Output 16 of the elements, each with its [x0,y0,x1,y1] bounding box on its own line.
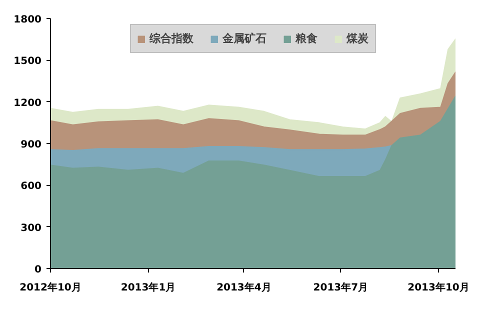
y-tick-label: 1800 [14,14,42,26]
y-tick-label: 1500 [14,56,42,68]
y-tick-label: 0 [34,264,42,276]
x-tick-label: 2013年10月 [408,282,470,294]
x-tick-label: 2012年10月 [20,282,82,294]
legend-label: 煤炭 [346,31,368,46]
x-tick-label: 2013年4月 [216,282,272,294]
legend-label: 粮食 [296,31,318,46]
x-tick-label: 2013年1月 [120,282,176,294]
y-tick-label: 900 [20,140,42,150]
y-tick-label: 300 [20,222,42,234]
x-tick-label: 2013年7月 [313,282,368,294]
legend-label: 金属矿石 [222,31,266,46]
y-tick-label: 600 [20,181,42,192]
legend-label: 综合指数 [150,31,194,46]
y-tick-label: 1200 [14,98,42,109]
